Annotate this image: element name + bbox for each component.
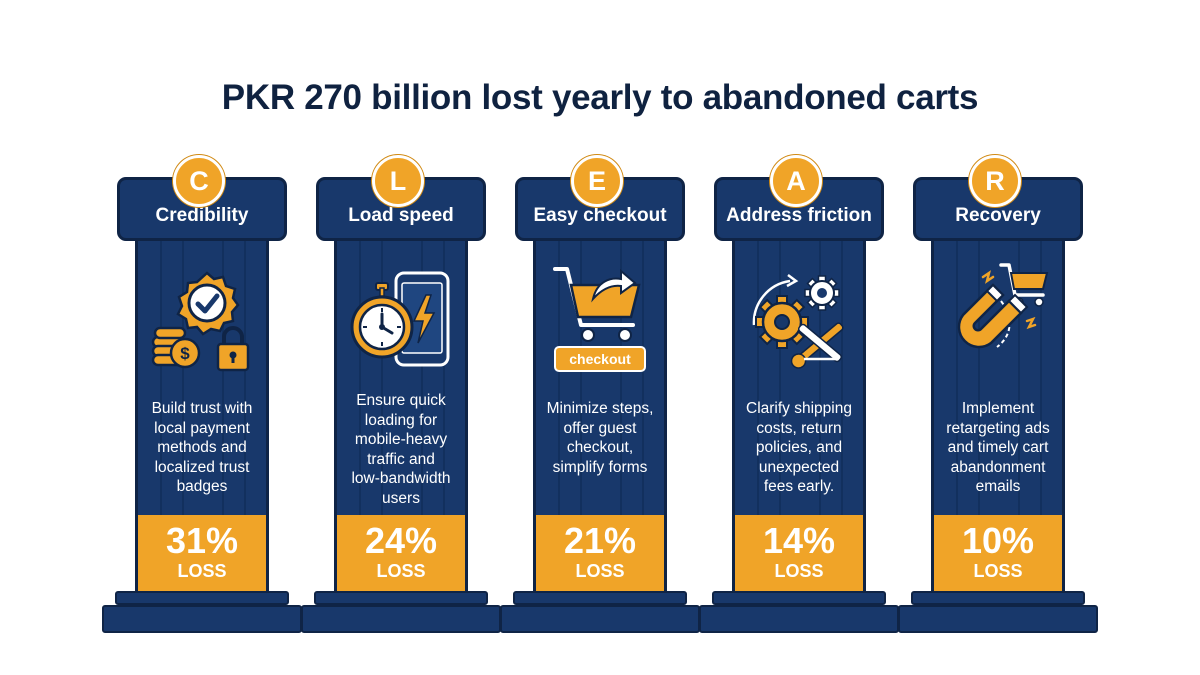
pillar-base-upper (911, 591, 1085, 605)
pillar-base-lower (699, 605, 899, 633)
pillar-label: Credibility (155, 205, 249, 226)
pillar-shaft (732, 241, 866, 517)
pillar-recovery: Recovery R Implement retargeting ads and… (898, 155, 1098, 635)
letter-badge: A (770, 155, 822, 207)
pillar-cap (913, 177, 1083, 241)
letter-badge: R (969, 155, 1021, 207)
loss-label: LOSS (376, 561, 426, 581)
pillar-description: Minimize steps, offer guest checkout, si… (546, 400, 654, 476)
loss-label: LOSS (575, 561, 625, 581)
checkout-button-label: checkout (569, 351, 631, 367)
loss-stat: 14% LOSS (732, 515, 866, 593)
pillar-description: Clarify shipping costs, return policies,… (746, 400, 852, 495)
pillar-address-friction: Address friction A (699, 155, 899, 635)
pillar-base-upper (115, 591, 289, 605)
pillar-base-lower (898, 605, 1098, 633)
gears-tools-icon (752, 274, 844, 369)
loss-stat: 10% LOSS (931, 515, 1065, 593)
pillar-easy-checkout: Easy checkout E checkout Minimize steps,… (500, 155, 700, 635)
letter-badge: E (571, 155, 623, 207)
loss-percent: 31% (165, 520, 239, 561)
pillar-base-upper (513, 591, 687, 605)
stopwatch-phone-lightning-icon (350, 271, 450, 367)
loss-label: LOSS (774, 561, 824, 581)
svg-text:$: $ (180, 344, 190, 363)
loss-label: LOSS (973, 561, 1023, 581)
pillar-label: Address friction (726, 205, 872, 226)
pillar-base-lower (500, 605, 700, 633)
page-title: PKR 270 billion lost yearly to abandoned… (221, 78, 979, 117)
pillar-base-lower (102, 605, 302, 633)
cart-checkout-icon: checkout (553, 267, 646, 372)
pillar-label: Easy checkout (533, 205, 667, 226)
pillar-label: Recovery (955, 205, 1041, 226)
pillar-base-upper (712, 591, 886, 605)
loss-percent: 10% (961, 520, 1035, 561)
loss-percent: 24% (364, 520, 438, 561)
pillar-load-speed: Load speed L Ensure quick loading for mo… (301, 155, 501, 635)
trust-badge-coins-lock-icon: $ (151, 271, 250, 372)
pillar-base-upper (314, 591, 488, 605)
magnet-cart-icon (957, 263, 1049, 349)
pillar-base-lower (301, 605, 501, 633)
pillar-credibility: Credibility C $ Build trust with local p… (102, 155, 302, 635)
pillar-description: Build trust with local payment methods a… (151, 400, 253, 495)
loss-stat: 24% LOSS (334, 515, 468, 593)
letter-badge: C (173, 155, 225, 207)
pillar-description: Ensure quick loading for mobile-heavy tr… (351, 392, 451, 507)
loss-label: LOSS (177, 561, 227, 581)
pillar-description: Implement retargeting ads and timely car… (946, 400, 1050, 495)
pillar-label: Load speed (348, 205, 454, 226)
loss-stat: 21% LOSS (533, 515, 667, 593)
loss-percent: 14% (762, 520, 836, 561)
loss-percent: 21% (563, 520, 637, 561)
letter-badge: L (372, 155, 424, 207)
loss-stat: 31% LOSS (135, 515, 269, 593)
